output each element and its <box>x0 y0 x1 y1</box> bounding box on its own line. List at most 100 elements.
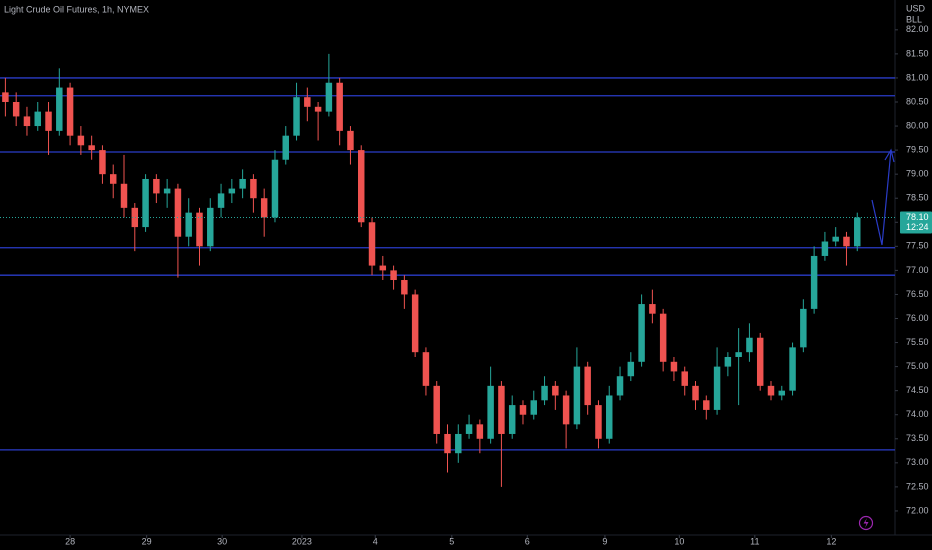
x-tick-label: 28 <box>65 536 75 546</box>
candle-body <box>455 433 462 454</box>
candle-body <box>433 385 440 434</box>
candle-body <box>843 236 850 247</box>
candle-body <box>271 159 279 218</box>
candle-body <box>282 135 289 160</box>
x-tick-label: 2023 <box>292 536 312 546</box>
candle-body <box>77 135 85 146</box>
candle-body <box>735 352 742 357</box>
candle-body <box>519 405 527 415</box>
candle-body <box>616 376 624 396</box>
candle-body <box>638 304 645 362</box>
x-tick-label: 10 <box>674 536 684 546</box>
candle-body <box>584 366 591 406</box>
lightning-circle <box>858 515 874 531</box>
candle-body <box>217 193 225 208</box>
candle-body <box>196 212 203 247</box>
candle-body <box>358 150 365 223</box>
candle-body <box>401 280 408 295</box>
candle-body <box>756 337 764 386</box>
candle-body <box>552 385 559 396</box>
candle-body <box>821 241 829 256</box>
candle-body <box>34 111 41 127</box>
y-tick-label: 82.00 <box>906 24 929 34</box>
candle-body <box>120 183 128 208</box>
y-tick-label: 81.00 <box>906 72 929 82</box>
y-tick-label: 75.50 <box>906 337 929 347</box>
candle-body <box>379 265 387 271</box>
y-tick-label: 75.00 <box>906 361 929 371</box>
candle-body <box>2 92 9 102</box>
candle-body <box>12 101 20 117</box>
candle-body <box>465 424 473 434</box>
candle-body <box>476 424 484 439</box>
arrow-head <box>884 148 895 163</box>
candle-body <box>23 116 31 127</box>
candle-body <box>508 405 516 434</box>
candle-body <box>659 313 667 362</box>
grid <box>69 29 898 538</box>
candle-body <box>713 366 721 410</box>
x-tick-label: 30 <box>217 536 227 546</box>
y-tick-label: 72.00 <box>906 505 929 515</box>
candle-body <box>163 188 171 194</box>
candle-body <box>174 188 182 237</box>
candle-body <box>767 385 775 396</box>
candle-body <box>325 82 333 112</box>
candle-body <box>207 207 214 247</box>
currency: USD <box>906 3 926 13</box>
candle-body <box>99 150 106 175</box>
candle-body <box>422 352 430 386</box>
x-tick-label: 12 <box>826 536 836 546</box>
candle-body <box>260 198 268 218</box>
candle-body <box>778 390 786 396</box>
x-tick-label: 4 <box>373 536 378 546</box>
y-tick-label: 81.50 <box>906 48 929 58</box>
candle-body <box>368 222 376 266</box>
candle-body <box>66 87 74 136</box>
candle-body <box>88 145 95 151</box>
y-tick-label: 80.50 <box>906 96 929 106</box>
candle-body <box>703 400 710 410</box>
candle-body <box>336 82 343 131</box>
candle-body <box>250 178 257 199</box>
y-tick-label: 79.50 <box>906 144 929 154</box>
candle-body <box>411 294 419 353</box>
x-tick-label: 9 <box>602 536 607 546</box>
candle-body <box>185 212 192 237</box>
candle-body <box>530 400 537 415</box>
y-tick-label: 79.00 <box>906 169 929 179</box>
candle-body <box>746 337 753 353</box>
candle-body <box>627 361 635 377</box>
y-tick-label: 76.50 <box>906 289 929 299</box>
lightning-button[interactable] <box>858 515 874 531</box>
candle-body <box>606 395 613 439</box>
candle-body <box>228 188 236 194</box>
candle-body <box>724 356 732 367</box>
last-price-label: 78.10 <box>906 212 929 222</box>
candle-body <box>681 371 688 386</box>
candle-body <box>153 178 160 194</box>
candle-body <box>595 405 602 439</box>
arrow <box>871 149 892 246</box>
candle-body <box>789 347 796 391</box>
y-tick-label: 74.50 <box>906 385 929 395</box>
candle-body <box>293 97 300 136</box>
candle-body <box>142 178 149 228</box>
y-tick-label: 76.00 <box>906 313 929 323</box>
candle-body <box>670 361 678 372</box>
candle-body <box>487 385 494 439</box>
candle-body <box>541 385 548 401</box>
candle-body <box>692 385 699 401</box>
candle-body <box>562 395 570 425</box>
y-tick-label: 73.00 <box>906 457 929 467</box>
candle-body <box>131 207 139 228</box>
candle-body <box>304 97 311 107</box>
candle-body <box>314 106 322 112</box>
candle-body <box>390 270 397 281</box>
candle-body <box>45 111 52 131</box>
x-tick-label: 5 <box>449 536 454 546</box>
y-tick-label: 77.50 <box>906 241 929 251</box>
x-tick-label: 29 <box>142 536 152 546</box>
